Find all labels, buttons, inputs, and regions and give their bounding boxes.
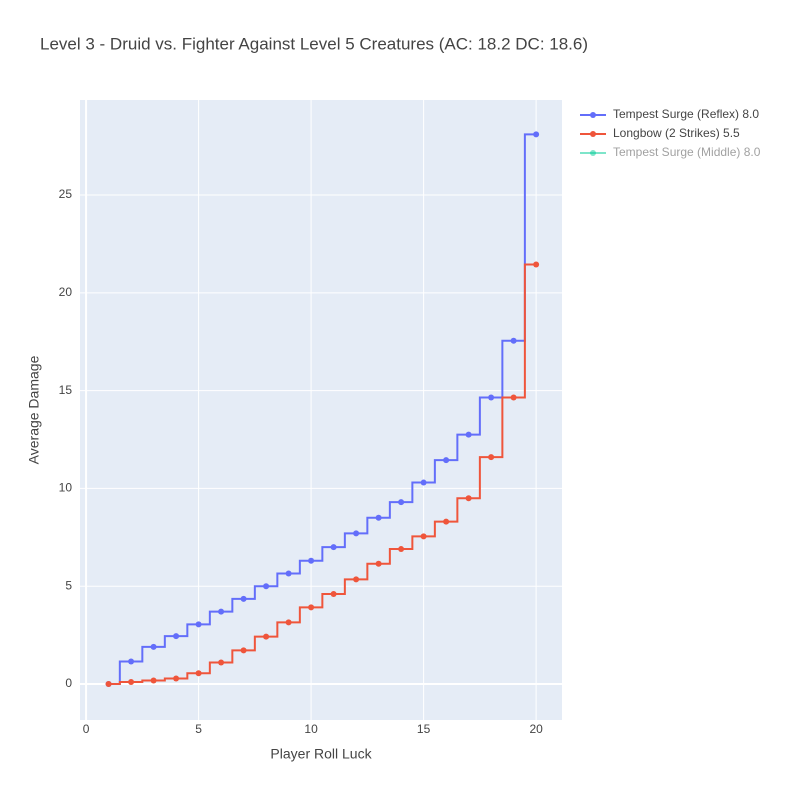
legend-label: Longbow (2 Strikes) 5.5	[613, 126, 740, 140]
y-tick-label: 0	[65, 676, 72, 690]
legend-marker	[590, 131, 596, 137]
y-tick-label: 10	[59, 481, 73, 495]
data-point	[285, 570, 292, 577]
legend-label: Tempest Surge (Middle) 8.0	[613, 145, 761, 159]
data-point	[465, 495, 472, 502]
data-point	[420, 533, 427, 540]
data-point	[150, 677, 157, 684]
legend-marker	[590, 112, 596, 118]
data-point	[398, 499, 405, 506]
data-point	[353, 576, 360, 583]
data-point	[375, 514, 382, 521]
data-point	[465, 431, 472, 438]
data-point	[375, 560, 382, 567]
x-tick-label: 15	[417, 722, 431, 736]
y-tick-label: 5	[65, 578, 72, 592]
y-tick-label: 20	[59, 285, 73, 299]
data-point	[353, 530, 360, 537]
data-point	[398, 546, 405, 553]
series-line	[108, 263, 537, 686]
legend-marker	[590, 150, 596, 156]
x-tick-label: 0	[83, 722, 90, 736]
data-point	[533, 131, 540, 138]
plot-area	[80, 100, 562, 720]
data-point	[533, 261, 540, 268]
data-point	[488, 454, 495, 461]
data-point	[218, 608, 225, 615]
y-tick-label: 15	[59, 383, 73, 397]
y-tick-label: 25	[59, 187, 73, 201]
y-axis-label: Average Damage	[26, 355, 42, 464]
chart-title: Level 3 - Druid vs. Fighter Against Leve…	[40, 34, 588, 53]
data-point	[443, 518, 450, 525]
data-point	[173, 675, 180, 682]
data-point	[105, 681, 112, 688]
data-point	[240, 647, 247, 654]
series-line	[108, 133, 537, 686]
data-point	[330, 544, 337, 551]
data-point	[240, 595, 247, 602]
data-point	[263, 633, 270, 640]
data-point	[195, 670, 202, 677]
data-point	[510, 394, 517, 401]
data-point	[330, 591, 337, 598]
data-point	[195, 621, 202, 628]
legend-label: Tempest Surge (Reflex) 8.0	[613, 107, 759, 121]
data-point	[218, 659, 225, 666]
x-tick-label: 10	[304, 722, 318, 736]
data-point	[488, 394, 495, 401]
data-point	[150, 643, 157, 650]
data-point	[510, 337, 517, 344]
x-tick-label: 20	[529, 722, 543, 736]
data-point	[173, 633, 180, 640]
x-tick-label: 5	[195, 722, 202, 736]
data-point	[285, 619, 292, 626]
data-point	[128, 679, 135, 686]
data-point	[420, 479, 427, 486]
x-axis-label: Player Roll Luck	[270, 746, 372, 762]
data-point	[443, 457, 450, 464]
data-point	[308, 557, 315, 564]
data-point	[263, 583, 270, 590]
data-point	[308, 604, 315, 611]
data-point	[128, 658, 135, 665]
